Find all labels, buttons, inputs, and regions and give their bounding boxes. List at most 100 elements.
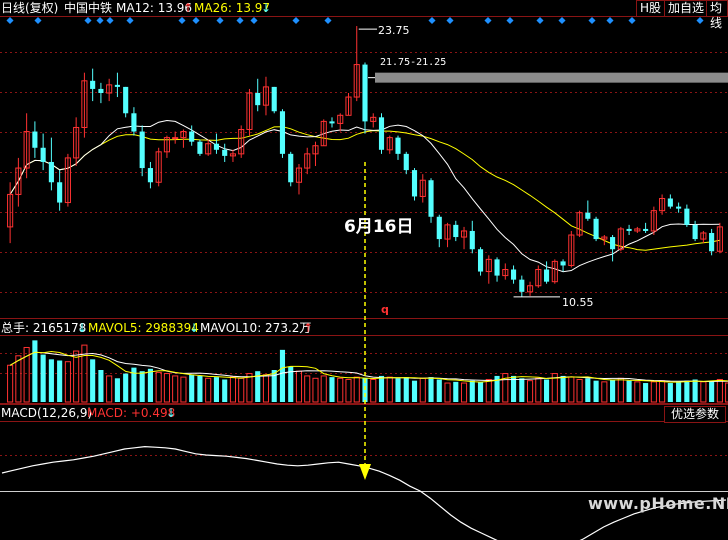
candle-body	[271, 86, 277, 112]
watermark: www.pHome.NET	[588, 494, 728, 513]
candle-body	[7, 193, 14, 228]
candle-body	[40, 147, 46, 162]
volume-panel[interactable]	[7, 340, 728, 403]
candle-body	[180, 131, 187, 139]
annotation-layer	[358, 28, 728, 480]
date-callout: 6月16日	[344, 217, 414, 237]
volume-bar	[255, 371, 261, 402]
candle-body	[593, 218, 599, 240]
volume-bar	[222, 379, 228, 402]
volume-bar	[98, 370, 104, 402]
candle-body	[469, 230, 475, 250]
add-favorite-button[interactable]: 加自选	[664, 0, 709, 17]
tab-moving-average[interactable]: 均线	[706, 0, 728, 30]
candle-body	[444, 224, 451, 240]
price-panel[interactable]	[6, 16, 723, 297]
candle-body	[643, 228, 649, 231]
volume-bar	[304, 375, 311, 403]
tab-h-share[interactable]: H股	[636, 0, 666, 17]
candle-body	[353, 64, 360, 98]
volume-bar	[676, 381, 682, 402]
candle-body	[15, 167, 22, 195]
volume-bar	[114, 378, 120, 402]
candle-body	[238, 129, 245, 155]
event-marker	[558, 16, 566, 25]
volume-bar	[7, 364, 14, 403]
volume-bar	[444, 382, 451, 403]
event-marker	[292, 16, 300, 25]
optimize-params-button[interactable]: 优选参数	[663, 406, 726, 423]
volume-bar	[288, 366, 294, 402]
candle-body	[304, 153, 311, 169]
volume-bar	[395, 378, 401, 402]
event-marker	[536, 16, 544, 25]
mavol5-line	[9, 350, 728, 383]
ma26-value: MA26: 13.97	[194, 1, 271, 15]
period-label[interactable]: 日线(复权)	[1, 1, 59, 15]
candle-body	[147, 168, 153, 183]
candle-body	[650, 210, 657, 232]
volume-bar	[403, 377, 409, 402]
volume-bar	[320, 375, 327, 403]
volume-bar	[180, 376, 187, 403]
volume-bar	[510, 375, 517, 402]
event-marker	[506, 16, 514, 25]
candle-body	[485, 258, 492, 273]
candle-body	[163, 137, 170, 153]
volume-bar	[362, 378, 368, 402]
candle-body	[386, 137, 393, 151]
volume-bar	[585, 378, 591, 402]
candle-body	[81, 80, 88, 128]
candle-body	[172, 137, 179, 140]
volume-bar	[81, 344, 88, 403]
candle-body	[229, 153, 237, 157]
volume-bar	[494, 375, 500, 402]
candle-body	[155, 151, 162, 183]
event-marker	[696, 16, 704, 25]
candle-body	[428, 180, 434, 217]
volume-bar	[551, 373, 558, 403]
range-band	[375, 72, 728, 83]
candle-body	[403, 153, 409, 171]
volume-bar	[271, 370, 277, 402]
grid-lines	[0, 16, 728, 492]
candle-body	[205, 143, 212, 155]
event-marker	[178, 16, 186, 25]
candle-body	[502, 269, 509, 277]
candle-body	[131, 113, 137, 132]
volume-bar	[626, 380, 632, 402]
volume-bar	[262, 374, 270, 403]
candle-body	[585, 212, 591, 219]
candle-body	[411, 170, 418, 197]
volume-bar	[643, 383, 649, 402]
candle-body	[222, 149, 228, 156]
candle-body	[494, 259, 500, 276]
volume-bar	[526, 380, 534, 403]
candle-body	[419, 179, 426, 197]
candle-body	[684, 208, 690, 225]
event-marker	[446, 16, 454, 25]
volume-bar	[353, 376, 360, 403]
candle-body	[345, 96, 352, 116]
volume-bar	[139, 371, 145, 402]
volume-bar	[370, 378, 377, 403]
volume-bar	[535, 377, 542, 403]
volume-bar	[246, 373, 253, 403]
volume-bar	[709, 380, 715, 402]
volume-bar	[57, 360, 63, 402]
volume-bar	[90, 359, 96, 402]
volume-bar	[378, 375, 385, 402]
volume-bar	[601, 381, 608, 403]
volume-bar	[106, 375, 113, 403]
candle-body	[453, 224, 459, 238]
candle-body	[246, 92, 253, 131]
candle-body	[544, 269, 550, 282]
candle-body	[123, 86, 129, 114]
volume-bar	[617, 377, 624, 403]
ma26-arrow-icon: ↓	[261, 1, 272, 15]
candle-body	[48, 161, 54, 183]
volume-bar	[229, 376, 237, 403]
event-marker	[84, 16, 92, 25]
mavol5-label: MAVOL5: 2988394	[88, 321, 199, 335]
candle-body	[312, 145, 319, 155]
